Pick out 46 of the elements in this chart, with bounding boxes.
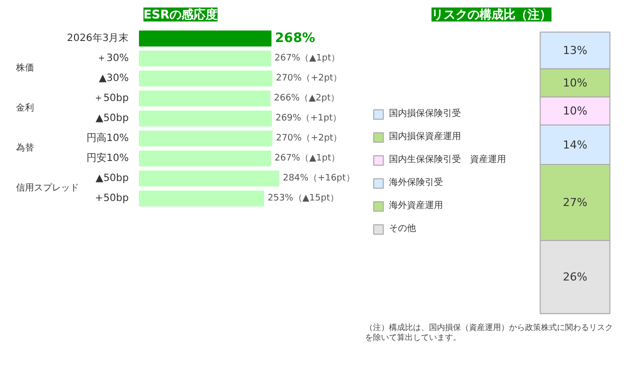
text: （注）構成比は、国内損保（資産運用）から政策株式に関わるリスクを除いて算出しています。 <box>365 323 614 344</box>
legend-label: その他 <box>389 222 416 235</box>
text: 信用スプレッド <box>16 182 80 194</box>
data-label: 26% <box>562 270 588 284</box>
chart-title: リスクの構成比（注） <box>432 8 552 22</box>
y-tick-label: ＋50bp <box>93 93 129 104</box>
bar <box>138 170 280 186</box>
y-tick-label: ＋30% <box>96 53 129 64</box>
bar <box>138 150 271 166</box>
data-label: 253%（▲15pt） <box>268 194 339 204</box>
y-tick-label: 円安10% <box>86 152 129 164</box>
data-label: 268% <box>274 31 316 46</box>
legend-label: 国内損保保険引受 <box>389 108 461 120</box>
data-label: 10% <box>562 76 588 90</box>
y-tick-label: ▲50bp <box>96 113 129 124</box>
text: 為替 <box>16 142 34 154</box>
legend-label: 国内生保保険引受 資産運用 <box>389 154 506 166</box>
bar <box>138 90 271 106</box>
bar <box>138 70 272 86</box>
data-label: 269%（+1pt） <box>275 114 342 124</box>
data-label: 270%（+2pt） <box>276 134 342 144</box>
bar <box>138 190 264 206</box>
y-tick-label: 2026年3月末 <box>66 32 129 44</box>
data-label: 267%（▲1pt） <box>274 154 340 164</box>
y-tick-label: 円高10% <box>86 132 129 144</box>
legend-label: 国内損保資産運用 <box>389 130 461 143</box>
y-tick-label: +50bp <box>94 193 129 204</box>
chart-title: ESRの感応度 <box>143 8 218 22</box>
bar <box>138 130 272 146</box>
legend-label: 海外資産運用 <box>389 200 443 212</box>
data-label: 10% <box>562 104 588 118</box>
bar <box>138 30 272 46</box>
data-label: 27% <box>562 196 588 209</box>
text: 株価 <box>15 62 34 74</box>
data-label: 267%（▲1pt） <box>274 54 340 64</box>
y-tick-label: ▲50bp <box>96 173 129 184</box>
bar <box>138 50 271 66</box>
data-label: 266%（▲2pt） <box>274 94 340 104</box>
y-tick-label: ▲30% <box>98 73 129 84</box>
data-label: 13% <box>562 44 588 57</box>
legend-label: 海外保険引受 <box>389 176 443 189</box>
text: 金利 <box>16 102 34 114</box>
data-label: 270%（+2pt） <box>276 74 342 84</box>
data-label: 284%（+16pt） <box>282 174 355 184</box>
data-label: 14% <box>562 138 588 152</box>
bar <box>138 110 272 126</box>
